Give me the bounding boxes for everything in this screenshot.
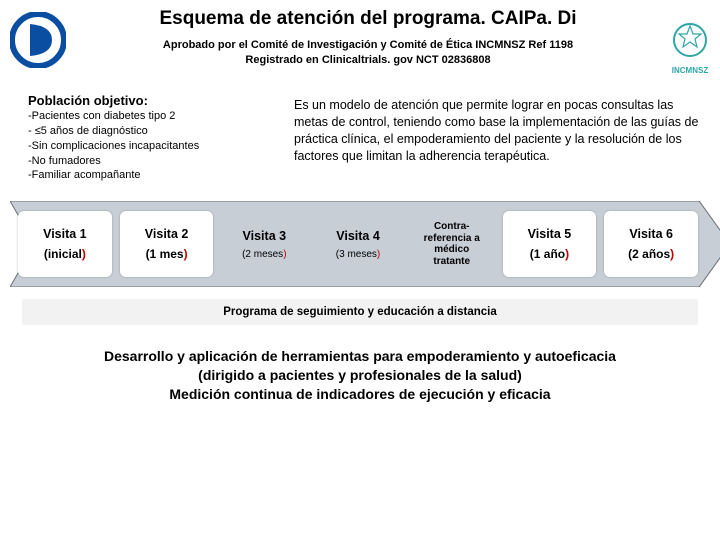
- visit-timing: (3 meses): [336, 249, 380, 260]
- logo-right: INCMNSZ: [670, 20, 710, 75]
- visit-timing: (1 año): [530, 248, 569, 261]
- header: Esquema de atención del programa. CAIPa.…: [0, 0, 720, 75]
- population-item: -No fumadores: [28, 154, 280, 169]
- visit-step: Visita 4 (3 meses): [311, 201, 405, 287]
- approval-line-1: Aprobado por el Comité de Investigación …: [74, 38, 662, 53]
- visit-step: Visita 1 (inicial): [18, 211, 112, 277]
- visit-step: Visita 5 (1 año): [503, 211, 597, 277]
- population-item: -Pacientes con diabetes tipo 2: [28, 109, 280, 124]
- visit-label: Visita 4: [336, 229, 380, 243]
- mid-section: Población objetivo: -Pacientes con diabe…: [0, 75, 720, 187]
- bottom-line-2: (dirigido a pacientes y profesionales de…: [18, 366, 702, 385]
- bottom-text: Desarrollo y aplicación de herramientas …: [18, 347, 702, 404]
- visit-timing: (inicial): [44, 248, 86, 261]
- population-title: Población objetivo:: [28, 93, 280, 108]
- visit-label: Contra- referencia a médico tratante: [424, 221, 480, 267]
- visit-contra-referencia: Contra- referencia a médico tratante: [405, 201, 499, 287]
- followup-band: Programa de seguimiento y educación a di…: [22, 299, 698, 325]
- title-block: Esquema de atención del programa. CAIPa.…: [74, 6, 662, 68]
- model-description: Es un modelo de atención que permite log…: [294, 93, 706, 165]
- population-list: -Pacientes con diabetes tipo 2 - ≤5 años…: [28, 109, 280, 183]
- logo-right-label: INCMNSZ: [670, 66, 710, 75]
- visit-timing: (1 mes): [146, 248, 188, 261]
- visit-label: Visita 3: [243, 229, 287, 243]
- visit-label: Visita 2: [145, 227, 189, 241]
- visit-step: Visita 3 (2 meses): [217, 201, 311, 287]
- visit-step: Visita 6 (2 años): [604, 211, 698, 277]
- page-title: Esquema de atención del programa. CAIPa.…: [74, 8, 662, 30]
- logo-left: [10, 12, 66, 73]
- population-item: -Familiar acompañante: [28, 168, 280, 183]
- visits-row: Visita 1 (inicial) Visita 2 (1 mes) Visita 3…: [14, 201, 702, 287]
- visit-timing: (2 años): [628, 248, 674, 261]
- visit-label: Visita 5: [528, 227, 572, 241]
- bottom-line-1: Desarrollo y aplicación de herramientas …: [18, 347, 702, 366]
- population-item: - ≤5 años de diagnóstico: [28, 124, 280, 139]
- population-box: Población objetivo: -Pacientes con diabe…: [28, 93, 280, 183]
- visit-timing: (2 meses): [242, 249, 286, 260]
- visits-arrow: Visita 1 (inicial) Visita 2 (1 mes) Visita 3…: [0, 201, 720, 287]
- population-item: -Sin complicaciones incapacitantes: [28, 139, 280, 154]
- visit-label: Visita 6: [629, 227, 673, 241]
- visit-step: Visita 2 (1 mes): [120, 211, 214, 277]
- visit-label: Visita 1: [43, 227, 87, 241]
- bottom-line-3: Medición continua de indicadores de ejec…: [18, 385, 702, 404]
- approval-line-2: Registrado en Clinicaltrials. gov NCT 02…: [74, 53, 662, 68]
